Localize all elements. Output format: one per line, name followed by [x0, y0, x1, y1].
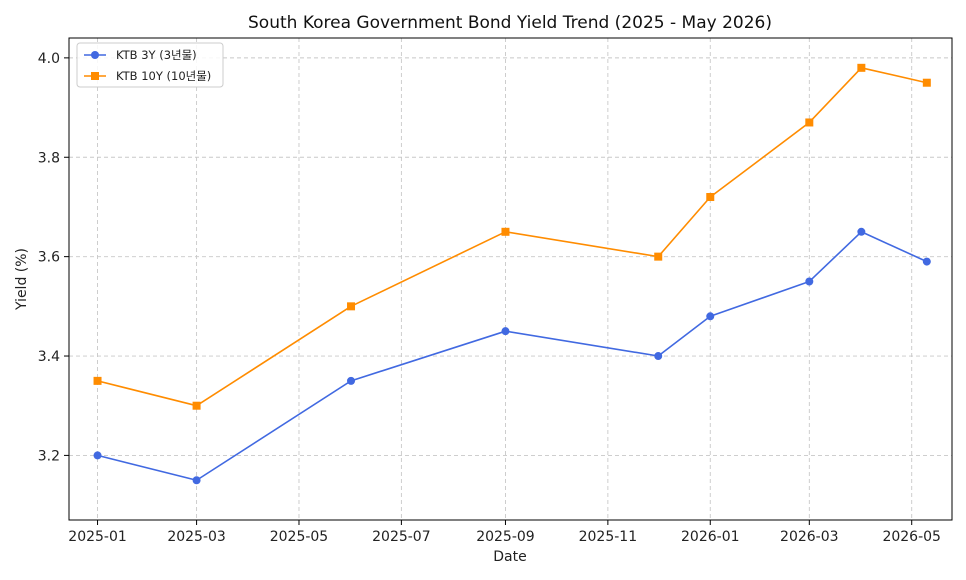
x-axis: 2025-01 2025-03 2025-05 2025-07 2025-09 2025-…	[68, 520, 941, 545]
y-tick-label: 3.4	[38, 349, 60, 365]
grid	[69, 38, 952, 520]
x-tick-label: 2025-07	[372, 529, 431, 545]
legend-box	[76, 42, 224, 88]
y-axis: 3.2 3.4 3.6 3.8 4.0	[38, 51, 69, 464]
y-tick-label: 3.6	[38, 250, 60, 266]
plot-area	[68, 37, 953, 521]
data-point	[347, 302, 356, 311]
legend-entry-3y: KTB 3Y (3년물)	[84, 48, 197, 62]
data-point	[192, 401, 201, 410]
series-ktb-10y	[93, 63, 931, 410]
data-point	[922, 78, 931, 87]
data-point	[93, 376, 102, 385]
data-point	[706, 193, 715, 202]
y-tick-label: 3.2	[38, 448, 60, 464]
data-point	[347, 376, 356, 385]
legend: KTB 3Y (3년물) KTB 10Y (10년물)	[76, 42, 224, 88]
y-tick-label: 4.0	[38, 51, 60, 67]
data-point	[654, 252, 663, 261]
x-axis-title: Date	[493, 549, 526, 565]
legend-10y-label: KTB 10Y (10년물)	[116, 69, 211, 83]
data-point	[805, 118, 814, 127]
data-point	[501, 227, 510, 236]
x-tick-label: 2025-03	[167, 529, 226, 545]
legend-10y-marker	[91, 72, 99, 80]
legend-3y-marker	[91, 51, 99, 59]
series-ktb-3y	[93, 227, 931, 485]
legend-3y-label: KTB 3Y (3년물)	[116, 48, 197, 62]
x-tick-label: 2026-01	[681, 529, 740, 545]
x-tick-label: 2025-09	[476, 529, 535, 545]
data-point	[706, 312, 715, 321]
data-point	[654, 352, 663, 361]
x-tick-label: 2026-03	[780, 529, 839, 545]
data-point	[805, 277, 814, 286]
legend-entry-10y: KTB 10Y (10년물)	[84, 69, 211, 83]
x-tick-label: 2025-11	[579, 529, 638, 545]
data-point	[857, 63, 866, 72]
x-tick-label: 2025-05	[270, 529, 329, 545]
data-point	[93, 451, 102, 460]
data-point	[501, 327, 510, 336]
data-point	[922, 257, 931, 266]
data-point	[192, 476, 201, 485]
series-line	[97, 67, 927, 407]
series-layer	[93, 63, 931, 485]
y-tick-label: 3.8	[38, 150, 60, 166]
x-tick-label: 2025-01	[68, 529, 127, 545]
chart-title: South Korea Government Bond Yield Trend …	[248, 13, 772, 33]
y-axis-title: Yield (%)	[14, 248, 30, 311]
data-point	[857, 227, 866, 236]
x-tick-label: 2026-05	[882, 529, 941, 545]
